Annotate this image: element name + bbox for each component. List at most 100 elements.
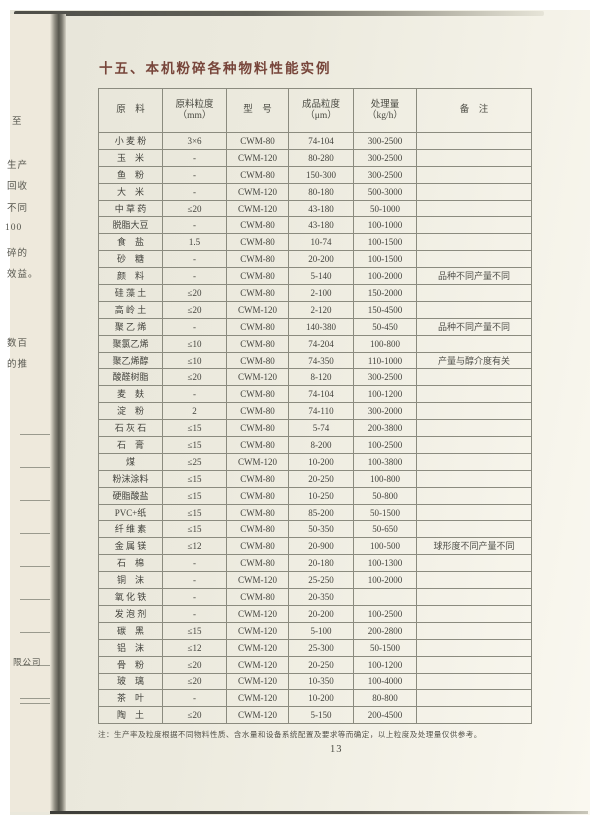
col-header-product-line2: （μm）: [305, 110, 337, 121]
cell-material: 粉沫涂料: [98, 469, 163, 488]
table-row: 小 麦 粉 3×6 CWM-80 74-104 300-2500: [98, 132, 532, 150]
cell-material: 酸醛树脂: [98, 368, 163, 387]
cell-feed: ≤20: [162, 199, 227, 218]
cell-model: CWM-120: [226, 689, 289, 708]
cell-material: 大 米: [98, 182, 163, 201]
cell-note: [416, 452, 532, 471]
cell-material: 高 岭 土: [98, 300, 163, 319]
cell-product: 10-200: [288, 689, 354, 708]
book-gutter-shadow: [50, 14, 66, 814]
cell-product: 2-100: [288, 284, 354, 302]
cell-feed: -: [162, 216, 227, 235]
cell-product: 20-200: [288, 604, 354, 623]
table-row: 硅 藻 土 ≤20 CWM-80 2-100 150-2000: [98, 284, 532, 302]
cell-note: [416, 250, 532, 269]
cell-note: [416, 655, 532, 674]
materials-performance-table: 原 料 原料粒度 （mm） 型 号 成品粒度 （μm） 处理量 （kg/h） 备…: [98, 88, 532, 725]
scan-top-edge: [14, 11, 544, 16]
cell-capacity: 300-2000: [353, 402, 417, 421]
cell-material: 玉 米: [98, 148, 163, 167]
table-row: 铜 沫 - CWM-120 25-250 100-2000: [98, 571, 532, 590]
col-header-note-label: 备 注: [459, 105, 489, 115]
col-header-model: 型 号: [226, 88, 289, 133]
cell-capacity: 100-1500: [353, 233, 417, 252]
cell-model: CWM-80: [226, 216, 289, 235]
cell-note: [416, 588, 532, 606]
cell-model: CWM-120: [226, 672, 289, 691]
cell-feed: ≤12: [162, 537, 227, 556]
cell-capacity: 100-500: [353, 537, 417, 556]
cell-capacity: 300-2500: [353, 368, 417, 387]
cell-feed: ≤15: [162, 419, 227, 438]
cell-feed: ≤20: [162, 368, 227, 387]
margin-fragment: 效益。: [7, 270, 39, 280]
cell-material: 茶 叶: [98, 689, 163, 708]
col-header-feed-line1: 原料粒度: [175, 99, 214, 110]
cell-model: CWM-120: [226, 148, 289, 167]
margin-fragment: 不同: [7, 204, 29, 214]
cell-product: 20-350: [288, 588, 354, 606]
cell-feed: 2: [162, 402, 227, 421]
margin-fragment: 数百: [7, 339, 29, 349]
cell-material: 金 属 镁: [98, 537, 163, 556]
cell-model: CWM-120: [226, 621, 289, 640]
cell-note: [416, 571, 532, 590]
cell-material: 碳 黑: [98, 621, 163, 640]
cell-feed: ≤20: [162, 300, 227, 319]
cell-note: [416, 469, 532, 488]
cell-feed: -: [162, 571, 227, 590]
cell-feed: -: [162, 148, 227, 167]
cell-model: CWM-80: [226, 284, 289, 302]
cell-material: 小 麦 粉: [98, 132, 163, 150]
col-header-capacity-line1: 处理量: [370, 99, 400, 110]
table-row: 大 米 - CWM-120 80-180 500-3000: [98, 182, 532, 201]
margin-fragment: 回收: [7, 182, 29, 192]
margin-fragment: 碎的: [7, 249, 29, 259]
cell-product: 8-200: [288, 436, 354, 454]
table-row: 碳 黑 ≤15 CWM-120 5-100 200-2800: [98, 621, 532, 640]
cell-material: 颜 料: [98, 267, 163, 286]
cell-note: [416, 132, 532, 150]
col-header-note: 备 注: [416, 88, 532, 133]
cell-capacity: 50-650: [353, 520, 417, 539]
cell-material: 铜 沫: [98, 571, 163, 590]
col-header-feed-line2: （mm）: [177, 110, 212, 121]
cell-model: CWM-80: [226, 486, 289, 505]
cell-feed: -: [162, 689, 227, 708]
cell-note: [416, 165, 532, 184]
cell-feed: ≤25: [162, 452, 227, 471]
cell-capacity: 50-1000: [353, 199, 417, 218]
table-row: 麦 麸 - CWM-80 74-104 100-1200: [98, 385, 532, 404]
cell-product: 10-74: [288, 233, 354, 252]
cell-material: 玻 璃: [98, 672, 163, 691]
cell-product: 5-140: [288, 267, 354, 286]
col-header-material: 原 料: [98, 88, 163, 133]
cell-material: 陶 土: [98, 706, 163, 725]
cell-material: 石 棉: [98, 554, 163, 573]
cell-capacity: 150-2000: [353, 284, 417, 302]
table-row: 高 岭 土 ≤20 CWM-120 2-120 150-4500: [98, 300, 532, 319]
table-footnote: 注：生产率及粒度根据不同物料性质、含水量和设备系统配置及要求等而确定，以上粒度及…: [98, 730, 482, 739]
cell-model: CWM-120: [226, 182, 289, 201]
cell-model: CWM-80: [226, 233, 289, 252]
cell-model: CWM-80: [226, 402, 289, 421]
cell-feed: -: [162, 554, 227, 573]
cell-capacity: 100-1500: [353, 250, 417, 269]
cell-product: 25-300: [288, 638, 354, 657]
table-row: 石 灰 石 ≤15 CWM-80 5-74 200-3800: [98, 419, 532, 438]
cell-note: 球形度不同产量不同: [416, 537, 532, 556]
col-header-product-line1: 成品粒度: [301, 99, 340, 110]
page-number: 13: [330, 744, 343, 755]
cell-note: [416, 638, 532, 657]
page-title: 十五、本机粉碎各种物料性能实例: [99, 61, 332, 76]
cell-model: CWM-80: [226, 588, 289, 606]
cell-product: 74-110: [288, 402, 354, 421]
table-row: 聚乙烯醇 ≤10 CWM-80 74-350 110-1000 产量与醇介度有关: [98, 351, 532, 370]
table-row: 鱼 粉 - CWM-80 150-300 300-2500: [98, 165, 532, 184]
cell-capacity: 100-2500: [353, 604, 417, 623]
cell-note: [416, 334, 532, 353]
cell-model: CWM-80: [226, 385, 289, 404]
cell-product: 50-350: [288, 520, 354, 539]
cell-feed: ≤20: [162, 706, 227, 725]
cell-feed: ≤12: [162, 638, 227, 657]
